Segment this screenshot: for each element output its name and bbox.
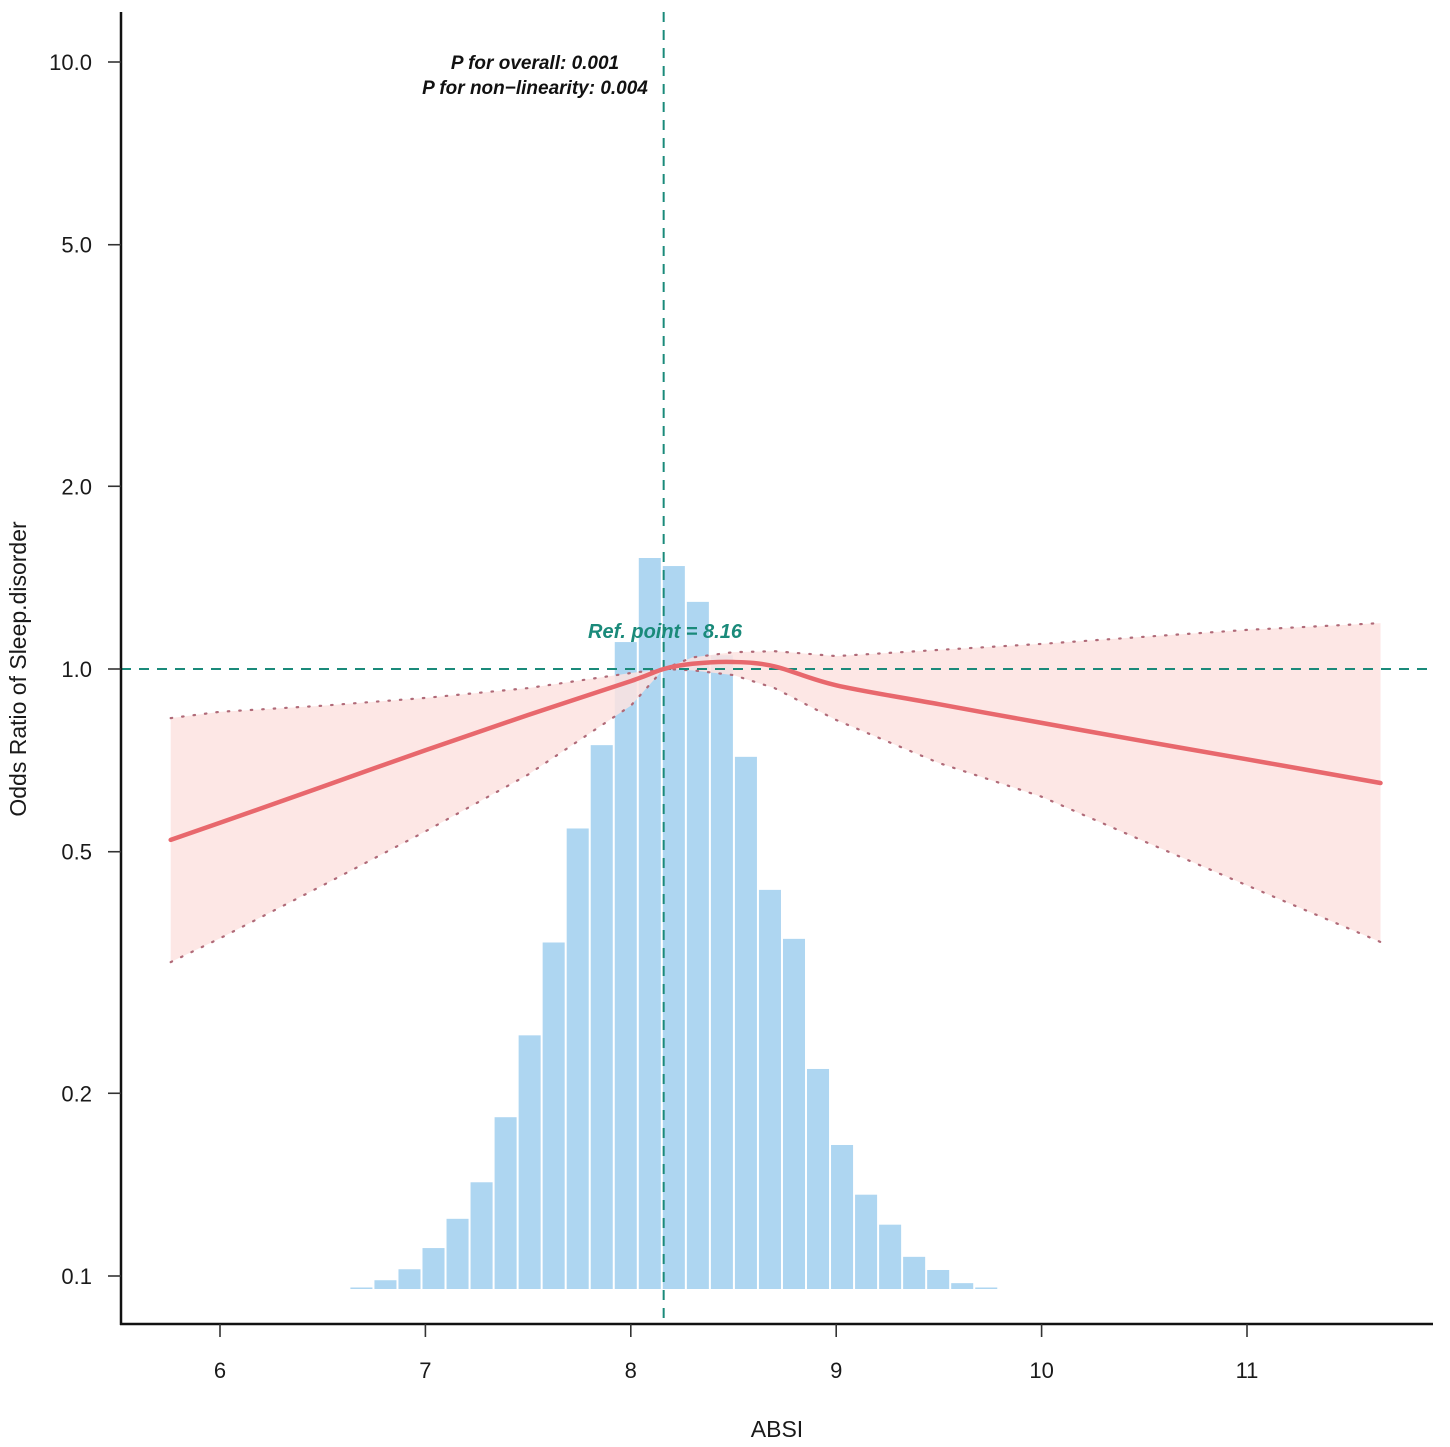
histogram	[350, 558, 998, 1289]
y-axis-title: Odds Ratio of Sleep.disorder	[5, 521, 31, 817]
x-tick-label: 7	[419, 1358, 431, 1383]
histogram-bar	[710, 655, 733, 1289]
y-tick-label: 0.2	[61, 1081, 92, 1106]
y-tick-label: 0.5	[61, 840, 92, 865]
p-nonlinearity-annotation: P for non−linearity: 0.004	[422, 78, 648, 99]
histogram-bar	[879, 1224, 902, 1289]
x-tick-label: 10	[1029, 1358, 1053, 1383]
y-tick-label: 1.0	[61, 657, 92, 682]
p-overall-annotation: P for overall: 0.001	[451, 53, 619, 74]
histogram-bar	[951, 1283, 974, 1289]
or-spline-line	[168, 659, 1383, 843]
histogram-bar	[855, 1194, 878, 1289]
y-tick-label: 0.1	[61, 1264, 92, 1289]
x-tick-label: 9	[830, 1358, 842, 1383]
axes: 6 7 8 9 10 11 0.1 0.2 0.5 1.0 2.0 5.0 10.0	[49, 12, 1433, 1383]
histogram-bar	[566, 828, 589, 1289]
ref-point-label: Ref. point = 8.16	[588, 621, 743, 643]
histogram-bar	[518, 1035, 541, 1289]
histogram-bar	[374, 1280, 397, 1289]
histogram-bar	[638, 558, 661, 1289]
x-tick-label: 6	[214, 1358, 226, 1383]
x-tick-label: 8	[625, 1358, 637, 1383]
histogram-bar	[782, 938, 806, 1289]
histogram-bar	[398, 1269, 421, 1289]
spline-curve	[168, 659, 1383, 843]
histogram-bar	[758, 889, 781, 1289]
histogram-bar	[662, 566, 685, 1289]
y-tick-label: 10.0	[49, 50, 92, 75]
histogram-bar	[686, 601, 709, 1289]
histogram-bar	[903, 1256, 926, 1289]
y-tick-label: 5.0	[61, 233, 92, 258]
x-tick-label: 11	[1236, 1358, 1259, 1383]
y-tick-label: 2.0	[61, 474, 92, 499]
histogram-bar	[446, 1218, 469, 1289]
histogram-bar	[927, 1269, 950, 1289]
histogram-bar	[590, 745, 613, 1289]
histogram-bar	[494, 1117, 517, 1289]
histogram-bar	[831, 1144, 854, 1289]
histogram-bar	[470, 1182, 493, 1289]
histogram-bar	[350, 1287, 373, 1289]
histogram-bar	[422, 1248, 445, 1289]
histogram-bar	[807, 1068, 830, 1289]
histogram-bar	[542, 942, 565, 1289]
histogram-bar	[975, 1287, 998, 1289]
confidence-band	[169, 622, 1382, 964]
ci-band	[170, 623, 1381, 963]
ci-lower-line	[169, 667, 1382, 964]
histogram-bar	[614, 642, 637, 1289]
histogram-bar	[734, 756, 757, 1289]
x-axis-title: ABSI	[751, 1416, 803, 1442]
